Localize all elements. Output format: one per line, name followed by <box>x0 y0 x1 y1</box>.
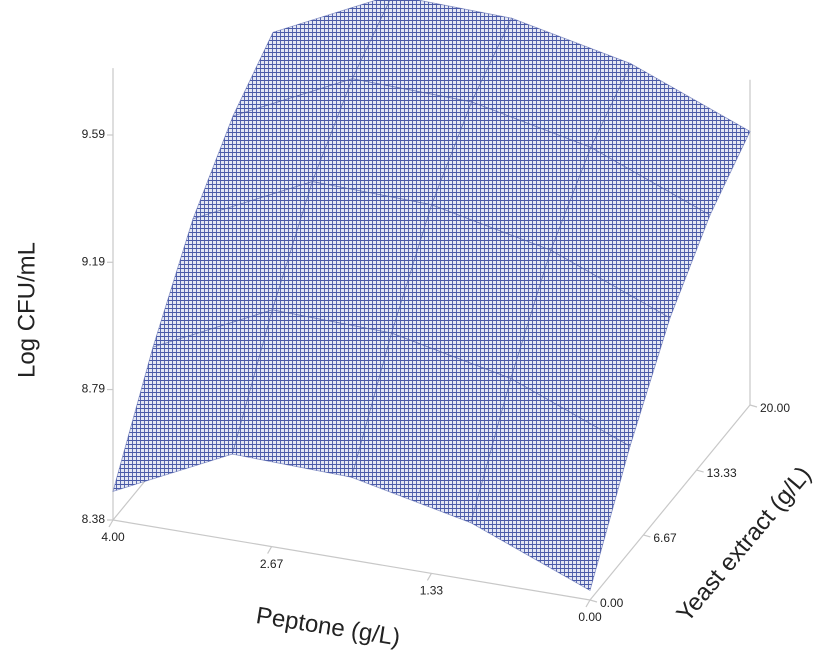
x-tick-label: 0.00 <box>578 610 602 624</box>
y-tick <box>696 469 704 473</box>
y-tick <box>643 534 651 538</box>
surface-patch <box>112 309 273 492</box>
x-tick-label: 2.67 <box>260 557 284 571</box>
y-tick-label: 6.67 <box>653 531 677 545</box>
x-tick <box>108 519 114 528</box>
y-tick <box>749 404 758 408</box>
x-tick-label: 4.00 <box>101 530 125 544</box>
z-tick-label: 9.19 <box>82 254 106 268</box>
x-tick <box>426 573 432 581</box>
x-tick <box>585 599 591 608</box>
y-axis-title: Yeast extract (g/L) <box>671 461 816 627</box>
surface <box>112 0 751 592</box>
z-tick-label: 9.59 <box>82 127 106 141</box>
y-axis-line <box>589 404 751 601</box>
z-tick-label: 8.38 <box>82 512 106 526</box>
z-axis-title: Log CFU/mL <box>13 242 40 378</box>
x-axis-title: Peptone (g/L) <box>254 602 402 651</box>
axis-box: 8.38 8.79 9.19 9.59 4.00 2.67 1.33 0.000.00 6.67… <box>82 68 790 624</box>
y-tick <box>589 599 598 603</box>
y-tick-label: 13.33 <box>707 466 737 480</box>
y-tick-label: 20.00 <box>760 401 790 415</box>
x-tick-label: 1.33 <box>420 584 444 598</box>
z-tick-label: 8.79 <box>82 382 106 396</box>
x-tick <box>267 546 273 554</box>
y-tick-label: 0.00 <box>600 596 624 610</box>
x-axis-line <box>112 519 591 601</box>
